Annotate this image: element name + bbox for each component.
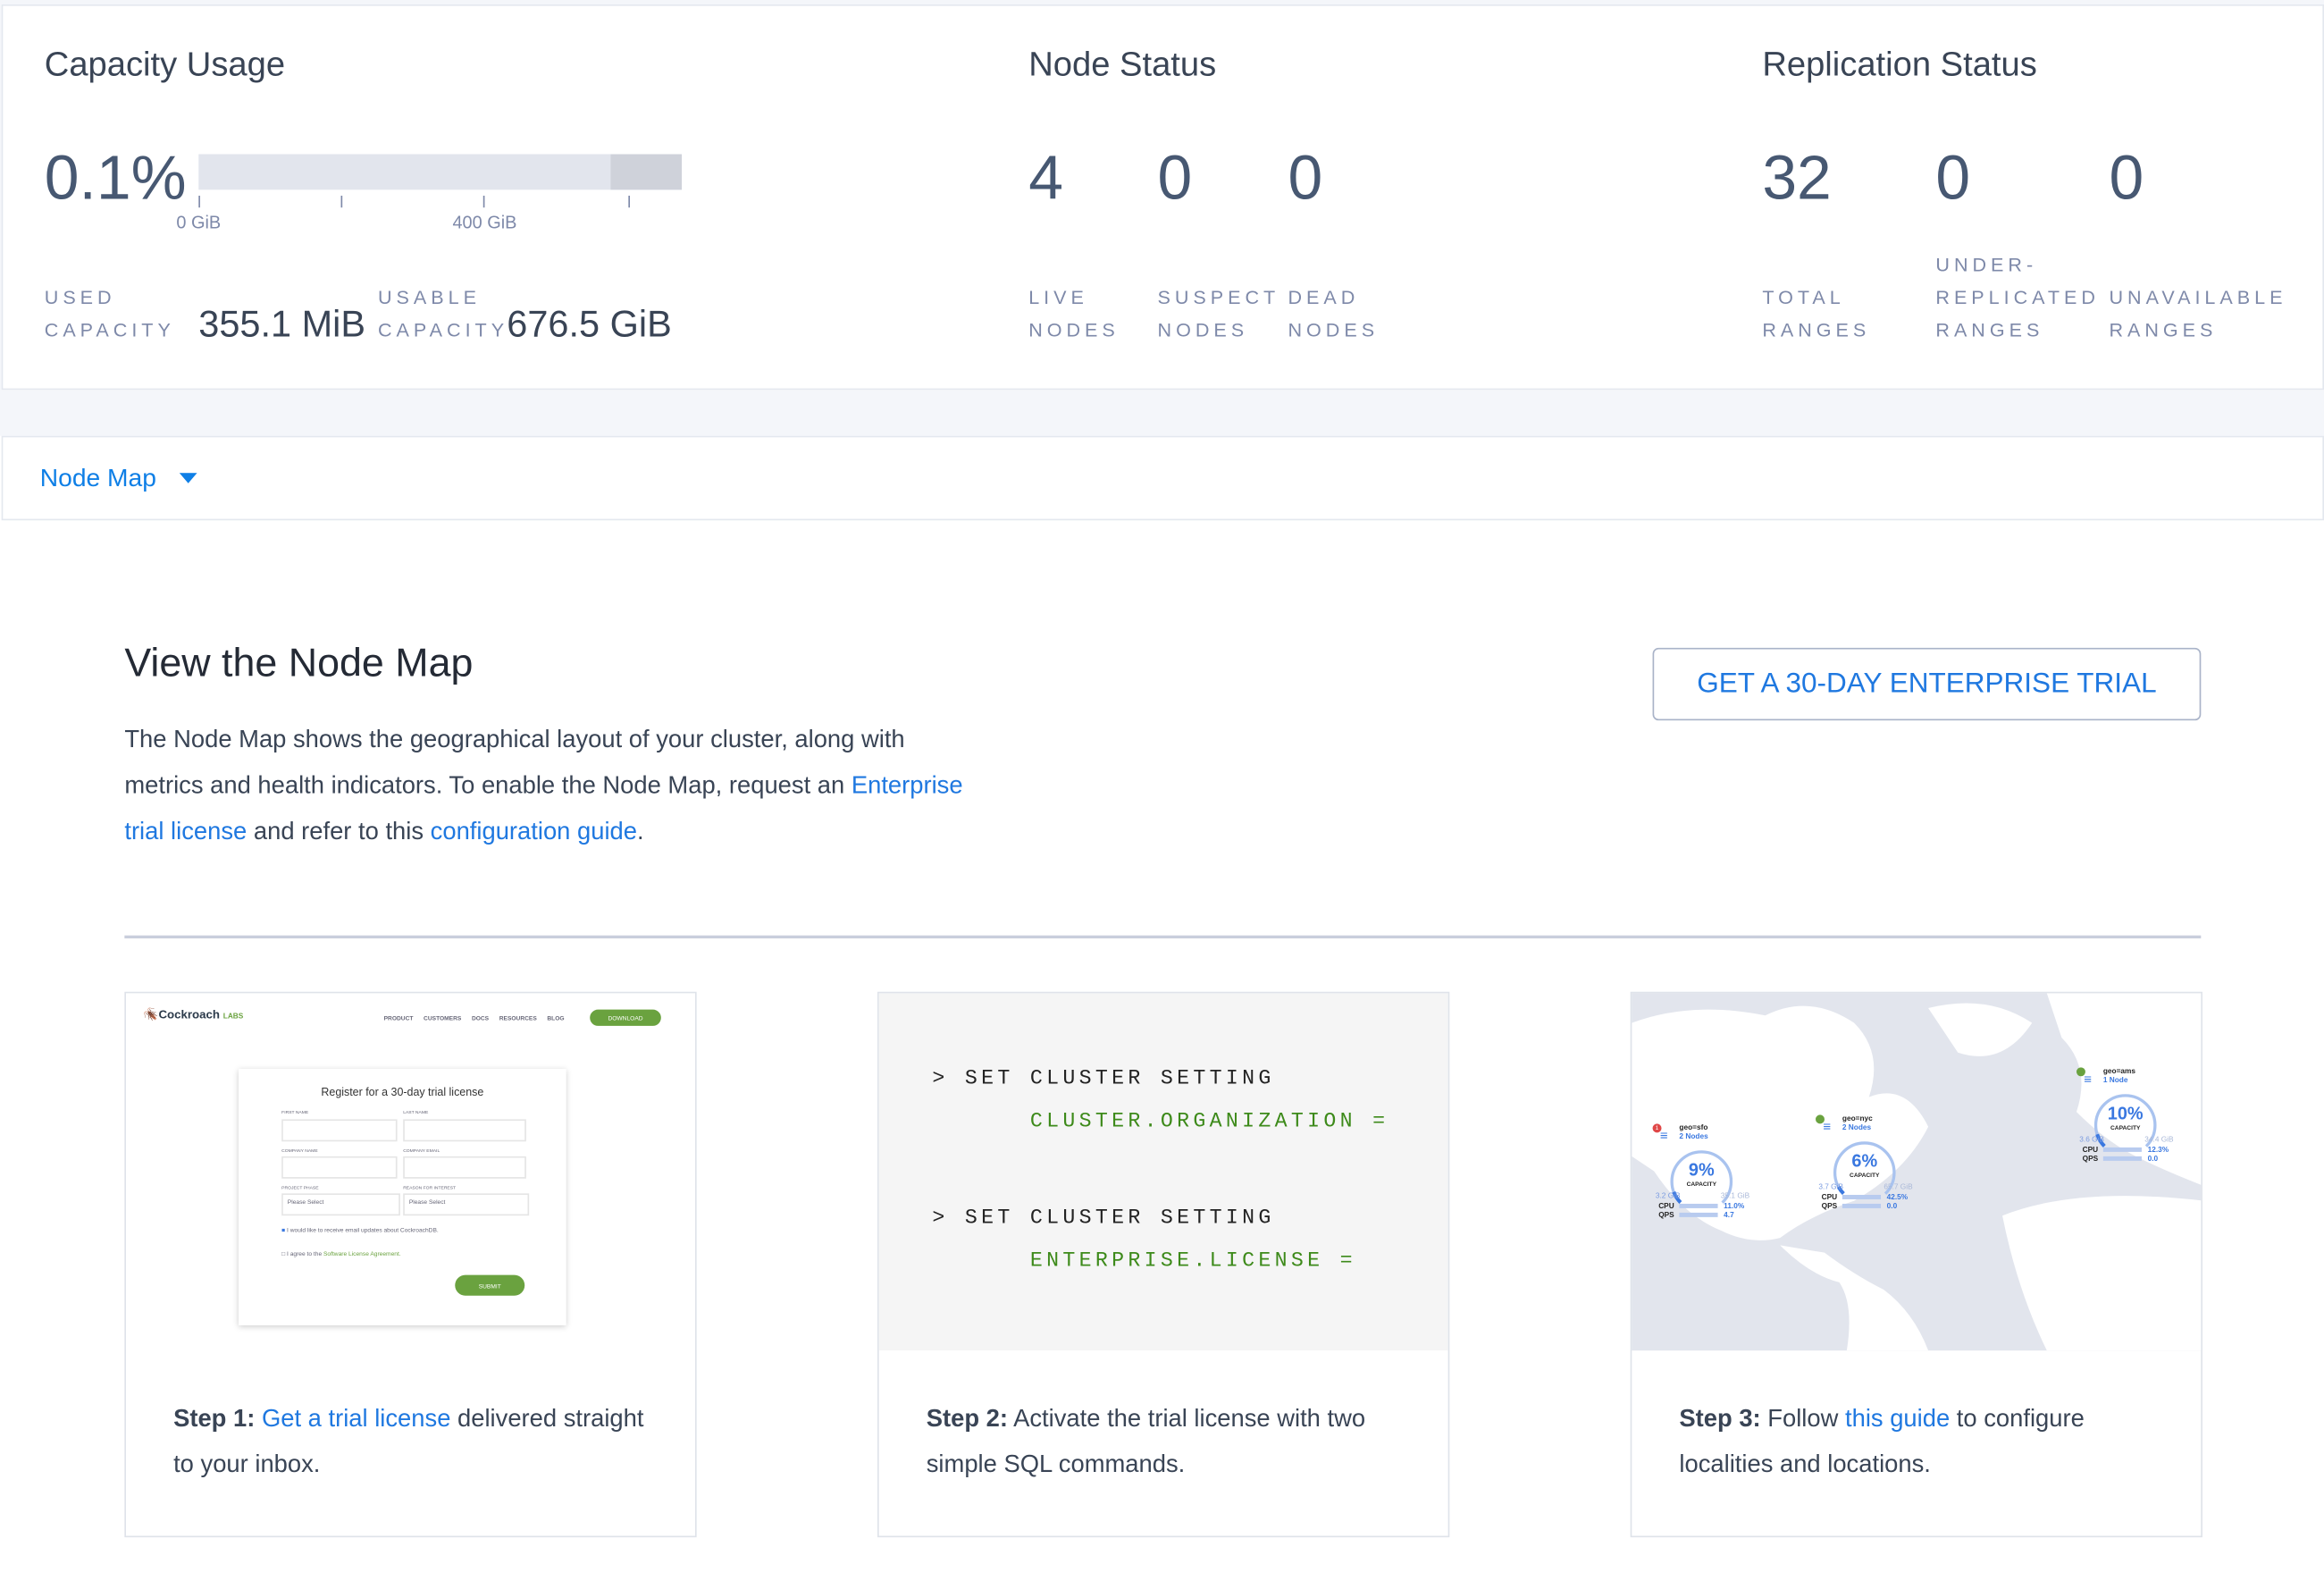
capacity-usage-title: Capacity Usage (44, 44, 286, 83)
qps-sparkline (1842, 1203, 1882, 1208)
usable-capacity-label: USABLE CAPACITY (377, 286, 509, 341)
promo-description: The Node Map shows the geographical layo… (124, 726, 963, 845)
capacity-percent: 0.1% (44, 142, 187, 213)
step-3-caption: Step 3: Follow this guide to configure l… (1679, 1405, 2085, 1478)
qps-sparkline (2102, 1156, 2142, 1161)
this-guide-link[interactable]: this guide (1844, 1405, 1951, 1433)
replication-status-title: Replication Status (1762, 44, 2037, 83)
cluster-summary-panel (1, 4, 2324, 391)
live-nodes-label: LIVE NODES (1028, 286, 1120, 341)
node-map-illustration: 1 ≡ geo=sfo 2 Nodes 9% CAPACITY 3.2 GiB … (1632, 993, 2202, 1351)
used-capacity-label: USED CAPACITY (44, 286, 175, 341)
alert-badge: 1 (1652, 1123, 1662, 1133)
caret-down-icon (180, 473, 198, 483)
capacity-gauge (1833, 1140, 1897, 1195)
axis-label-0: 0 GiB (176, 212, 222, 233)
axis-tick (482, 195, 485, 208)
step-2-caption: Step 2: Activate the trial license with … (926, 1405, 1366, 1478)
enterprise-trial-link[interactable]: Enterprise trial license (124, 772, 963, 845)
dead-nodes-value: 0 (1288, 142, 1323, 213)
database-icon: ≡ (2084, 1072, 2093, 1087)
get-trial-license-link[interactable]: Get a trial license (261, 1405, 451, 1433)
qps-sparkline (1679, 1212, 1718, 1217)
suspect-nodes-value: 0 (1157, 142, 1193, 213)
healthy-check-icon (1816, 1114, 1825, 1124)
healthy-check-icon (2076, 1067, 2085, 1077)
axis-tick (198, 195, 200, 208)
sql-command-2: > SET CLUSTER SETTING (932, 1206, 1275, 1231)
unavailable-value: 0 (2109, 142, 2144, 213)
node-map-dropdown[interactable]: Node Map (40, 464, 198, 493)
total-ranges-value: 32 (1762, 142, 1832, 213)
step-1-card: 🪳Cockroach LABS PRODUCT CUSTOMERS DOCS RESO… (124, 991, 697, 1538)
usable-capacity-value: 676.5 GiB (507, 304, 672, 346)
dead-nodes-label: DEAD NODES (1288, 286, 1380, 341)
promo-title: View the Node Map (124, 640, 474, 685)
cockroach-logo: 🪳Cockroach LABS (143, 1007, 244, 1022)
step-2-card: > SET CLUSTER SETTING CLUSTER.ORGANIZATI… (877, 991, 1450, 1538)
sql-arg-1: CLUSTER.ORGANIZATION = (1029, 1110, 1389, 1134)
step-3-card: 1 ≡ geo=sfo 2 Nodes 9% CAPACITY 3.2 GiB … (1630, 991, 2202, 1538)
under-replicated-value: 0 (1935, 142, 1971, 213)
live-nodes-value: 4 (1028, 142, 1063, 213)
axis-label-400: 400 GiB (452, 212, 517, 233)
capacity-bar (198, 154, 683, 190)
database-icon: ≡ (1659, 1128, 1668, 1143)
view-selector-bar (1, 435, 2324, 521)
sql-commands-illustration: > SET CLUSTER SETTING CLUSTER.ORGANIZATI… (878, 993, 1448, 1351)
world-map-land (1632, 993, 2202, 1351)
under-replicated-label: UNDER- REPLICATED RANGES (1935, 253, 2100, 341)
cpu-sparkline (2102, 1147, 2142, 1152)
download-pill: DOWNLOAD (590, 1009, 661, 1026)
used-capacity-value: 355.1 MiB (198, 304, 365, 346)
sql-command-1: > SET CLUSTER SETTING (932, 1067, 1275, 1091)
enterprise-trial-button[interactable]: GET A 30-DAY ENTERPRISE TRIAL (1652, 647, 2202, 721)
register-form: Register for a 30-day trial license FIRS… (239, 1068, 566, 1325)
unavailable-label: UNAVAILABLE RANGES (2109, 286, 2287, 341)
capacity-bar-used (610, 154, 683, 190)
database-icon: ≡ (1823, 1119, 1832, 1134)
site-nav: PRODUCT CUSTOMERS DOCS RESOURCES BLOG (383, 1013, 565, 1022)
capacity-gauge (2093, 1093, 2157, 1148)
capacity-gauge (1670, 1149, 1733, 1204)
axis-tick (628, 195, 630, 208)
cpu-sparkline (1842, 1194, 1882, 1199)
divider (124, 935, 2202, 939)
suspect-nodes-label: SUSPECT NODES (1157, 286, 1280, 341)
sql-arg-2: ENTERPRISE.LICENSE = (1029, 1249, 1356, 1274)
dropdown-selected: Node Map (39, 464, 156, 492)
configuration-guide-link[interactable]: configuration guide (430, 818, 637, 845)
total-ranges-label: TOTAL RANGES (1762, 286, 1871, 341)
step-1-caption: Step 1: Get a trial license delivered st… (173, 1405, 644, 1478)
node-status-title: Node Status (1028, 44, 1217, 83)
cpu-sparkline (1679, 1203, 1718, 1208)
axis-tick (340, 195, 343, 208)
trial-signup-screenshot: 🪳Cockroach LABS PRODUCT CUSTOMERS DOCS RESO… (125, 993, 695, 1351)
